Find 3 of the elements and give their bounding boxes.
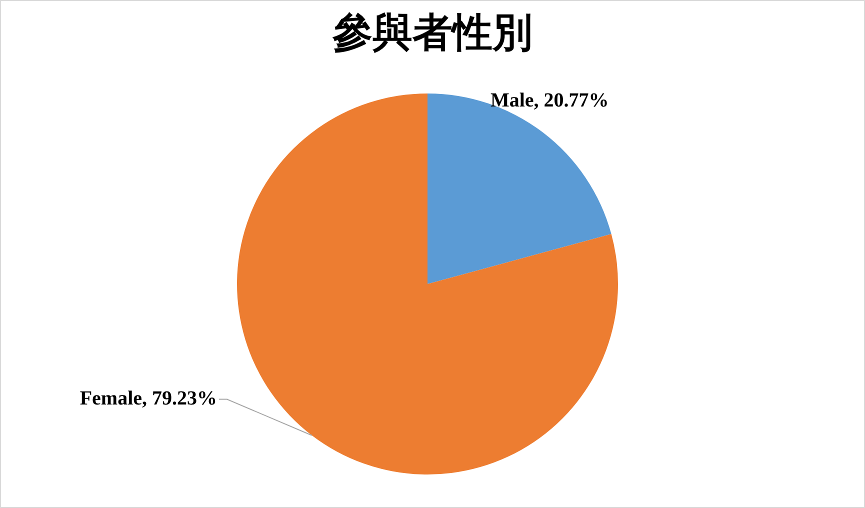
slice-label: Male, 20.77% bbox=[490, 89, 609, 112]
chart-title: 參與者性別 bbox=[332, 9, 534, 57]
slice-label: Female, 79.23% bbox=[80, 387, 217, 410]
